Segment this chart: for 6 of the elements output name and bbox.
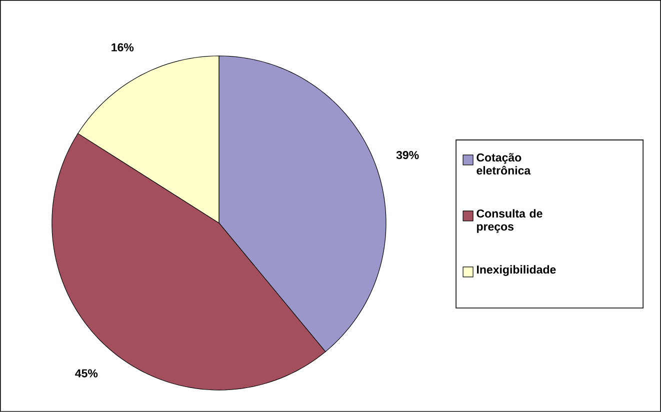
data-label: 16% — [112, 43, 134, 52]
legend-label: Inexigibilidade — [477, 265, 556, 276]
data-label: 39% — [396, 151, 419, 160]
legend-label: Consulta de preços — [476, 209, 542, 233]
legend-label: Cotação eletrônica — [476, 153, 531, 175]
data-label: 45% — [75, 369, 98, 378]
